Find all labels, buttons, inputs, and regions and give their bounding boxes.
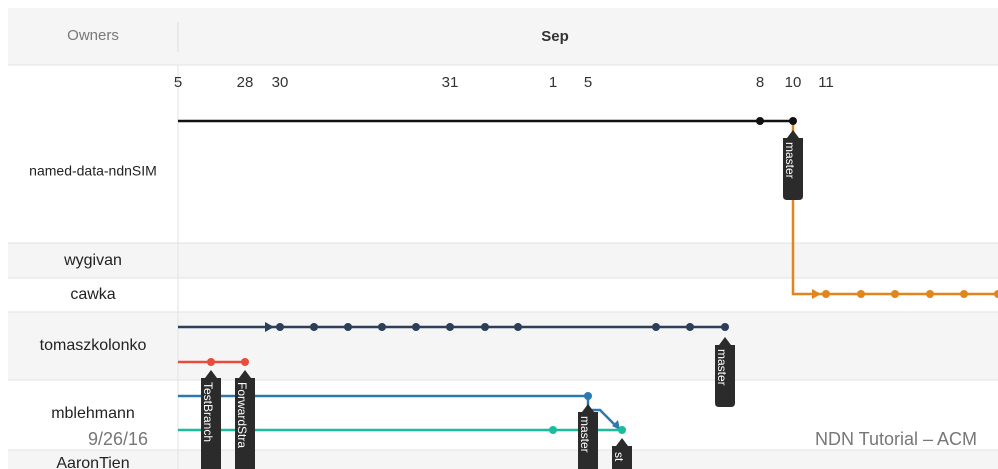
- date-label: 31: [442, 74, 459, 91]
- branch-tag: master: [578, 416, 592, 453]
- owner-name: mblehmann: [51, 405, 135, 422]
- date-label: 10: [785, 74, 802, 91]
- branch-tag: TestBranch: [201, 382, 215, 442]
- commit-dots: [207, 117, 998, 434]
- branch-tag: master: [783, 142, 797, 179]
- branch-tag: st: [612, 452, 626, 462]
- owners-header: Owners: [67, 27, 119, 44]
- footer-date: 9/26/16: [88, 429, 148, 449]
- owner-name: AaronTien: [56, 455, 129, 469]
- date-label: 30: [272, 74, 289, 91]
- footer-title: NDN Tutorial – ACM: [815, 429, 977, 449]
- header-bg: [8, 8, 998, 65]
- row-bg: [8, 243, 998, 278]
- row-lines: [8, 64, 998, 469]
- row-bg: [8, 450, 998, 469]
- branch-tags: master master TestBranch ForwardStra mas…: [201, 130, 803, 469]
- branch-tag: master: [715, 349, 729, 386]
- arrows: [265, 289, 821, 430]
- owner-name: cawka: [70, 286, 115, 303]
- date-label: 1: [549, 74, 557, 91]
- date-label: 5: [174, 74, 182, 91]
- date-label: 28: [237, 74, 254, 91]
- month-header: Sep: [541, 28, 569, 45]
- owner-name: tomaszkolonko: [40, 337, 147, 354]
- date-label: 5: [584, 74, 592, 91]
- owner-name: wygivan: [63, 252, 122, 269]
- branch-tag: ForwardStra: [235, 382, 249, 448]
- owner-name: named-data-ndnSIM: [29, 163, 157, 179]
- row-bg: [8, 312, 998, 380]
- date-label: 11: [818, 74, 834, 91]
- date-label: 8: [756, 74, 764, 91]
